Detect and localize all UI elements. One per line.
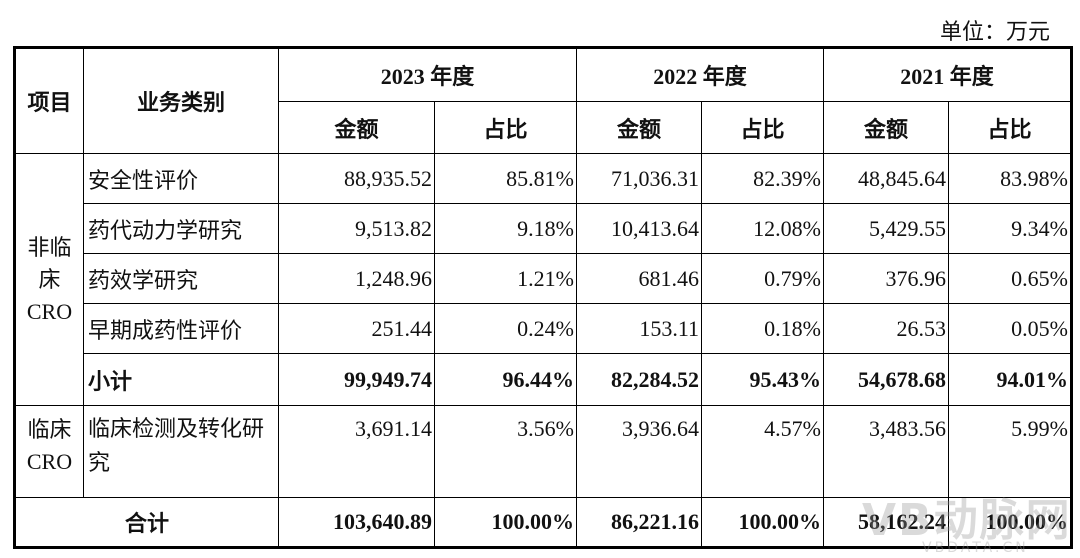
amount-cell: 99,949.74 <box>278 353 435 406</box>
ratio-cell: 0.65% <box>948 253 1072 304</box>
amount-cell: 26.53 <box>823 303 949 354</box>
ratio-cell: 82.39% <box>701 153 824 204</box>
header-ratio: 占比 <box>701 101 824 154</box>
amount-cell: 3,691.14 <box>278 405 435 498</box>
amount-cell: 54,678.68 <box>823 353 949 406</box>
header-year-2022: 2022 年度 <box>576 47 824 102</box>
header-amount: 金额 <box>823 101 949 154</box>
header-category: 业务类别 <box>83 47 279 154</box>
header-ratio: 占比 <box>948 101 1072 154</box>
amount-cell: 153.11 <box>576 303 702 354</box>
category-cell: 安全性评价 <box>83 153 279 204</box>
header-amount: 金额 <box>278 101 435 154</box>
table-row: 非临床CRO 安全性评价 88,935.52 85.81% 71,036.31 … <box>14 153 1072 406</box>
ratio-cell: 9.18% <box>434 203 577 254</box>
ratio-cell: 0.79% <box>701 253 824 304</box>
amount-cell: 681.46 <box>576 253 702 304</box>
amount-cell: 3,483.56 <box>823 405 949 498</box>
ratio-cell: 100.00% <box>701 497 824 548</box>
subtotal-row: 小计 99,949.74 96.44% 82,284.52 95.43% 54,… <box>15 353 1072 406</box>
amount-cell: 58,162.24 <box>823 497 949 548</box>
amount-cell: 9,513.82 <box>278 203 435 254</box>
amount-cell: 5,429.55 <box>823 203 949 254</box>
amount-cell: 103,640.89 <box>278 497 435 548</box>
amount-cell: 251.44 <box>278 303 435 354</box>
revenue-table: 项目 业务类别 2023 年度 2022 年度 2021 年度 金额 占比 金额… <box>13 46 1073 549</box>
ratio-cell: 0.05% <box>948 303 1072 354</box>
group-nonclinical: 非临床CRO <box>14 153 84 406</box>
unit-label: 单位：万元 <box>939 19 1050 44</box>
ratio-cell: 0.18% <box>701 303 824 354</box>
ratio-cell: 12.08% <box>701 203 824 254</box>
amount-cell: 88,935.52 <box>278 153 435 204</box>
category-cell: 早期成药性评价 <box>83 303 279 354</box>
table-row: 药效学研究 1,248.96 1.21% 681.46 0.79% 376.96… <box>15 253 1072 304</box>
header-project: 项目 <box>14 47 84 154</box>
ratio-cell: 96.44% <box>434 353 577 406</box>
amount-cell: 82,284.52 <box>576 353 702 406</box>
table-row: 药代动力学研究 9,513.82 9.18% 10,413.64 12.08% … <box>15 203 1072 254</box>
ratio-cell: 95.43% <box>701 353 824 406</box>
ratio-cell: 4.57% <box>701 405 824 498</box>
amount-cell: 86,221.16 <box>576 497 702 548</box>
header-year-2023: 2023 年度 <box>278 47 577 102</box>
amount-cell: 71,036.31 <box>576 153 702 204</box>
total-row: 合计 103,640.89 100.00% 86,221.16 100.00% … <box>14 497 1072 548</box>
ratio-cell: 83.98% <box>948 153 1072 204</box>
total-label: 合计 <box>14 497 279 548</box>
amount-cell: 3,936.64 <box>576 405 702 498</box>
amount-cell: 376.96 <box>823 253 949 304</box>
ratio-cell: 1.21% <box>434 253 577 304</box>
ratio-cell: 0.24% <box>434 303 577 354</box>
category-cell: 药效学研究 <box>83 253 279 304</box>
table-row: 早期成药性评价 251.44 0.24% 153.11 0.18% 26.53 … <box>15 303 1072 354</box>
ratio-cell: 9.34% <box>948 203 1072 254</box>
amount-cell: 10,413.64 <box>576 203 702 254</box>
subtotal-label: 小计 <box>83 353 279 406</box>
header-amount: 金额 <box>576 101 702 154</box>
ratio-cell: 100.00% <box>948 497 1072 548</box>
header-row-years: 项目 业务类别 2023 年度 2022 年度 2021 年度 <box>14 47 1072 154</box>
ratio-cell: 3.56% <box>434 405 577 498</box>
category-cell: 药代动力学研究 <box>83 203 279 254</box>
header-ratio: 占比 <box>434 101 577 154</box>
table-row: 临床CRO 临床检测及转化研究 3,691.14 3.56% 3,936.64 … <box>14 405 1072 498</box>
category-cell: 临床检测及转化研究 <box>83 405 279 498</box>
ratio-cell: 100.00% <box>434 497 577 548</box>
amount-cell: 48,845.64 <box>823 153 949 204</box>
ratio-cell: 85.81% <box>434 153 577 204</box>
ratio-cell: 94.01% <box>948 353 1072 406</box>
ratio-cell: 5.99% <box>948 405 1072 498</box>
amount-cell: 1,248.96 <box>278 253 435 304</box>
header-year-2021: 2021 年度 <box>823 47 1072 102</box>
group-clinical: 临床CRO <box>14 405 84 498</box>
